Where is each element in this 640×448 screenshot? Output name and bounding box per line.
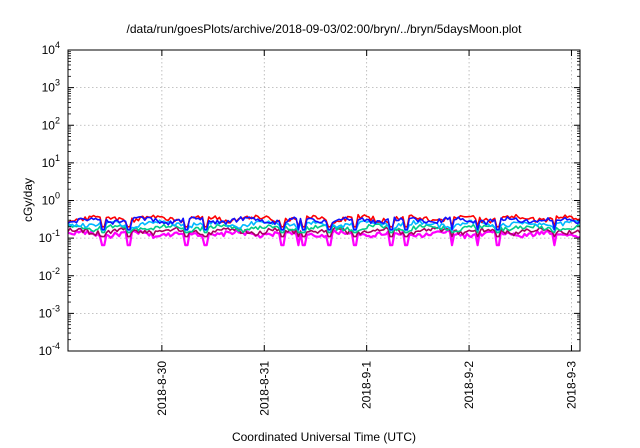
- y-tick-base: 10: [42, 81, 56, 95]
- y-tick-base: 10: [42, 43, 56, 57]
- x-tick-label: 2018-9-1: [360, 361, 374, 409]
- y-tick-base: 10: [42, 156, 56, 170]
- y-tick-exponent: 1: [55, 153, 60, 163]
- y-tick-label: 10-4: [39, 341, 60, 358]
- series-line: [67, 216, 581, 231]
- y-tick-base: 10: [39, 306, 53, 320]
- y-tick-label: 10-3: [39, 303, 60, 320]
- y-axis-label: cGy/day: [21, 178, 35, 222]
- y-tick-base: 10: [39, 269, 53, 283]
- y-tick-label: 10-1: [39, 228, 60, 245]
- series-line: [67, 219, 581, 232]
- y-tick-label: 101: [42, 153, 60, 170]
- x-tick-label: 2018-9-2: [462, 361, 476, 409]
- y-tick-base: 10: [42, 194, 56, 208]
- y-tick-exponent: -4: [52, 341, 60, 351]
- y-tick-label: 104: [42, 40, 60, 57]
- y-tick-base: 10: [39, 231, 53, 245]
- series-line: [67, 226, 581, 238]
- y-tick-base: 10: [39, 344, 53, 358]
- series-line: [67, 213, 581, 228]
- y-tick-exponent: 3: [55, 78, 60, 88]
- y-tick-exponent: -3: [52, 303, 60, 313]
- x-ticks: 2018-8-30 2018-8-31 2018-9-1 2018-9-2 2018-9…: [155, 50, 578, 416]
- y-tick-base: 10: [42, 118, 56, 132]
- series-layer: [67, 213, 581, 247]
- x-tick-label: 2018-9-3: [564, 361, 578, 409]
- y-tick-exponent: 0: [55, 191, 60, 201]
- x-axis-label: Coordinated Universal Time (UTC): [232, 430, 416, 444]
- y-tick-label: 10-2: [39, 266, 60, 283]
- y-tick-exponent: -1: [52, 228, 60, 238]
- grid: [68, 50, 580, 351]
- chart-title: /data/run/goesPlots/archive/2018-09-03/0…: [127, 22, 523, 36]
- x-tick-label: 2018-8-31: [257, 361, 271, 416]
- y-tick-label: 102: [42, 115, 60, 132]
- y-tick-label: 100: [42, 191, 60, 208]
- y-tick-exponent: -2: [52, 266, 60, 276]
- x-tick-label: 2018-8-30: [155, 361, 169, 416]
- y-tick-exponent: 4: [55, 40, 60, 50]
- y-tick-label: 103: [42, 78, 60, 95]
- y-tick-exponent: 2: [55, 115, 60, 125]
